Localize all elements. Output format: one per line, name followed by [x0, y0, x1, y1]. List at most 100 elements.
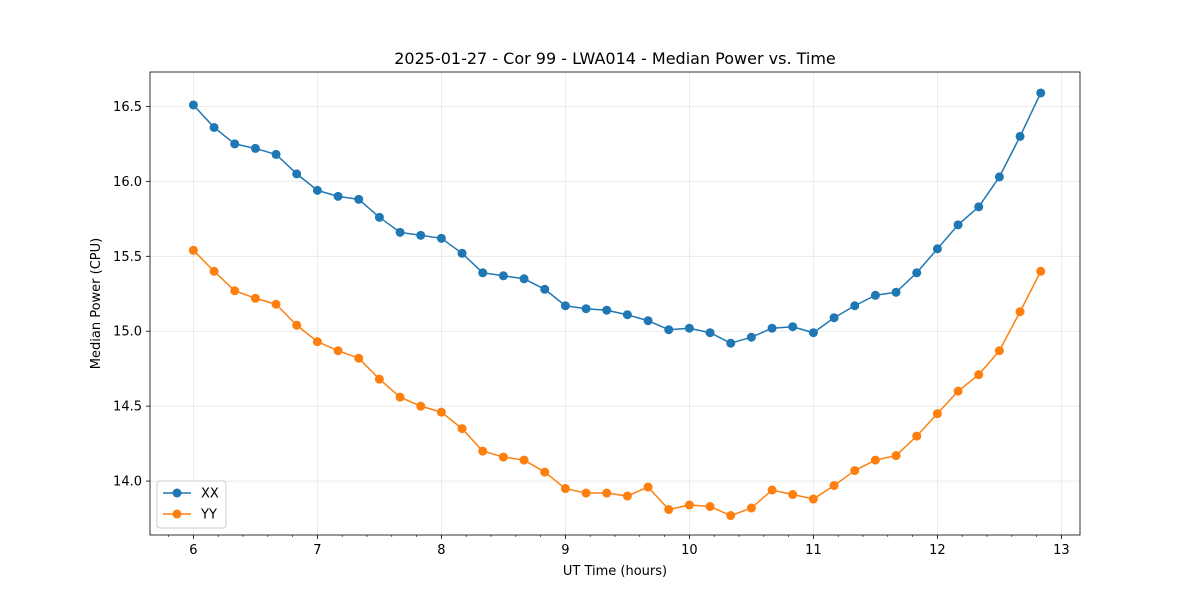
- data-point-xx: [974, 202, 984, 212]
- data-point-yy: [354, 353, 364, 363]
- data-point-yy: [932, 409, 942, 419]
- data-point-yy: [271, 299, 281, 309]
- legend-label-xx: XX: [201, 487, 219, 502]
- data-point-yy: [808, 494, 818, 504]
- x-tick-label: 11: [805, 543, 822, 558]
- y-tick-label: 14.5: [113, 400, 142, 415]
- data-point-xx: [560, 301, 570, 311]
- data-point-yy: [994, 346, 1004, 356]
- series-line-yy: [192, 249, 1042, 517]
- data-point-yy: [250, 293, 260, 303]
- data-point-yy: [416, 401, 426, 411]
- x-tick-label: 9: [561, 543, 569, 558]
- data-point-xx: [581, 304, 591, 314]
- data-point-xx: [664, 325, 674, 335]
- data-point-yy: [788, 490, 798, 500]
- data-point-xx: [912, 268, 922, 278]
- data-point-yy: [974, 370, 984, 380]
- data-point-xx: [209, 122, 219, 132]
- data-point-yy: [767, 485, 777, 495]
- data-point-xx: [436, 233, 446, 243]
- data-point-yy: [519, 455, 529, 465]
- data-point-xx: [808, 328, 818, 338]
- data-point-yy: [498, 452, 508, 462]
- data-point-yy: [664, 505, 674, 515]
- y-tick-label: 15.0: [113, 325, 142, 340]
- legend-marker-xx: [172, 488, 182, 498]
- data-point-xx: [705, 328, 715, 338]
- data-point-xx: [478, 268, 488, 278]
- x-tick-label: 12: [929, 543, 946, 558]
- data-point-yy: [870, 455, 880, 465]
- data-point-xx: [519, 274, 529, 284]
- data-point-yy: [1036, 266, 1046, 276]
- data-point-xx: [188, 100, 198, 110]
- data-point-xx: [1015, 131, 1025, 141]
- data-point-xx: [994, 172, 1004, 182]
- data-point-yy: [726, 511, 736, 521]
- data-point-yy: [622, 491, 632, 501]
- series-layer: [188, 88, 1046, 521]
- data-point-yy: [705, 502, 715, 512]
- data-point-yy: [395, 392, 405, 402]
- x-tick-label: 10: [681, 543, 698, 558]
- data-point-xx: [374, 212, 384, 222]
- data-point-xx: [312, 185, 322, 195]
- data-point-yy: [209, 266, 219, 276]
- data-point-yy: [746, 503, 756, 513]
- grid-lines: [150, 72, 1080, 535]
- chart-title: 2025-01-27 - Cor 99 - LWA014 - Median Po…: [394, 49, 836, 68]
- data-point-xx: [230, 139, 240, 149]
- data-point-yy: [478, 446, 488, 456]
- legend: XX YY: [156, 480, 227, 529]
- data-point-yy: [333, 346, 343, 356]
- data-point-xx: [788, 322, 798, 332]
- y-tick-label: 16.0: [113, 175, 142, 190]
- data-point-xx: [602, 305, 612, 315]
- data-point-yy: [457, 424, 467, 434]
- data-point-yy: [230, 286, 240, 296]
- data-point-xx: [271, 149, 281, 159]
- data-point-yy: [953, 386, 963, 396]
- axis-ticks: 6 7 8 9 10 11 12 13 14.0 14.5 15.0 15.5 16.0 16.5: [113, 100, 1070, 558]
- x-tick-label: 8: [437, 543, 445, 558]
- data-point-xx: [354, 194, 364, 204]
- data-point-xx: [953, 220, 963, 230]
- data-point-xx: [1036, 88, 1046, 98]
- data-point-yy: [581, 488, 591, 498]
- data-point-xx: [540, 284, 550, 294]
- data-point-xx: [622, 310, 632, 320]
- data-point-xx: [292, 169, 302, 179]
- data-point-xx: [829, 313, 839, 323]
- data-point-yy: [829, 481, 839, 491]
- y-tick-label: 15.5: [113, 250, 142, 265]
- data-point-xx: [684, 323, 694, 333]
- data-point-yy: [602, 488, 612, 498]
- x-tick-label: 7: [313, 543, 321, 558]
- data-point-xx: [250, 143, 260, 153]
- data-point-xx: [767, 323, 777, 333]
- data-point-xx: [932, 244, 942, 254]
- data-point-xx: [746, 332, 756, 342]
- plot-frame: [149, 71, 1081, 536]
- legend-marker-yy: [172, 509, 182, 519]
- x-tick-label: 6: [189, 543, 197, 558]
- data-point-yy: [436, 407, 446, 417]
- data-point-xx: [416, 230, 426, 240]
- y-axis-label: Median Power (CPU): [89, 238, 104, 369]
- data-point-yy: [188, 245, 198, 255]
- data-point-xx: [395, 227, 405, 237]
- x-axis-label: UT Time (hours): [563, 564, 667, 579]
- data-point-yy: [912, 431, 922, 441]
- data-point-yy: [891, 451, 901, 461]
- data-point-xx: [891, 287, 901, 297]
- legend-label-yy: YY: [200, 508, 217, 523]
- data-point-xx: [498, 271, 508, 281]
- data-point-yy: [560, 484, 570, 494]
- data-point-xx: [870, 290, 880, 300]
- data-point-xx: [726, 338, 736, 348]
- data-point-yy: [684, 500, 694, 510]
- y-tick-label: 14.0: [113, 475, 142, 490]
- data-point-yy: [540, 467, 550, 477]
